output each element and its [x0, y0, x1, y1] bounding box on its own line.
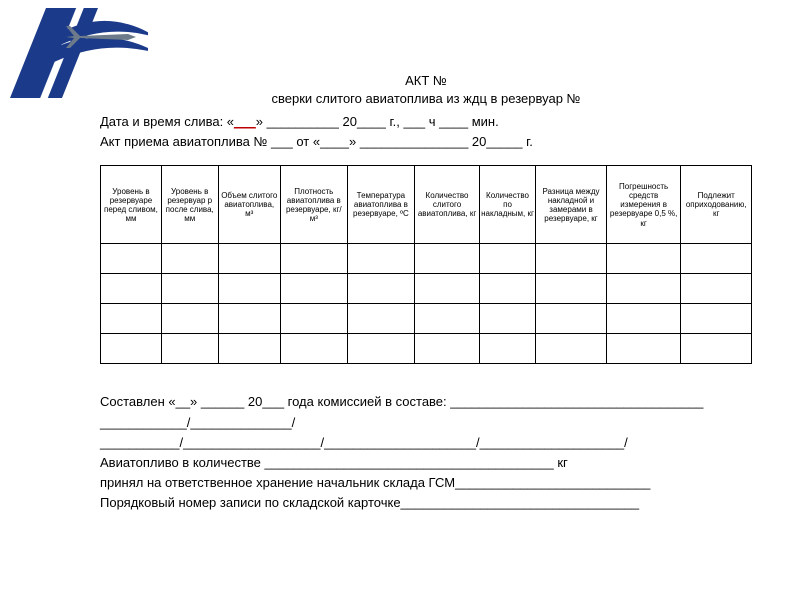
- table-cell: [347, 244, 415, 274]
- table-cell: [101, 244, 162, 274]
- act-prefix: Акт приема авиатоплива № ___ от «: [100, 134, 320, 149]
- footer-line-1: Составлен «__» ______ 20___ года комисси…: [100, 392, 752, 412]
- table-cell: [347, 334, 415, 364]
- footer-line-6: Порядковый номер записи по складской кар…: [100, 493, 752, 513]
- table-cell: [415, 244, 480, 274]
- footer-line-4: Авиатопливо в количестве _______________…: [100, 453, 752, 473]
- table-cell: [479, 304, 535, 334]
- table-cell: [280, 304, 347, 334]
- footer-block: Составлен «__» ______ 20___ года комисси…: [100, 392, 752, 513]
- title-line-1: АКТ №: [100, 72, 752, 90]
- table-cell: [606, 274, 681, 304]
- table-cell: [101, 304, 162, 334]
- title-line-2: сверки слитого авиатоплива из ждц в резе…: [100, 90, 752, 108]
- table-header-cell: Количество по накладным, кг: [479, 166, 535, 244]
- date-mid: » __________ 20: [256, 114, 357, 129]
- table-cell: [606, 244, 681, 274]
- table-cell: [101, 274, 162, 304]
- footer-line-5: принял на ответственное хранение начальн…: [100, 473, 752, 493]
- table-header-cell: Плотность авиатоплива в резервуаре, кг/м…: [280, 166, 347, 244]
- table-header-cell: Погрешность средств измерения в резервуа…: [606, 166, 681, 244]
- footer-line-3: ___________/___________________/________…: [100, 433, 752, 453]
- act-mid: ____» _______________ 20: [320, 134, 486, 149]
- act-line: Акт приема авиатоплива № ___ от «____» _…: [100, 132, 752, 152]
- footer-line-2: ____________/______________/: [100, 413, 752, 433]
- table-cell: [347, 274, 415, 304]
- table-cell: [218, 244, 280, 274]
- org-logo: [8, 8, 148, 98]
- table-cell: [479, 274, 535, 304]
- table-header-cell: Разница между накладной и замерами в рез…: [536, 166, 607, 244]
- table-cell: [218, 274, 280, 304]
- table-cell: [161, 334, 218, 364]
- table-row: [101, 274, 752, 304]
- table-header-cell: Объем слитого авиатоплива, м³: [218, 166, 280, 244]
- date-prefix: Дата и время слива: «: [100, 114, 234, 129]
- table-cell: [479, 334, 535, 364]
- table-cell: [280, 244, 347, 274]
- table-cell: [218, 304, 280, 334]
- table-cell: [161, 304, 218, 334]
- table-cell: [681, 244, 752, 274]
- table-row: [101, 304, 752, 334]
- table-cell: [415, 334, 480, 364]
- date-line: Дата и время слива: «___» __________ 20_…: [100, 112, 752, 132]
- table-header-cell: Уровень в резервуаре перед сливом, мм: [101, 166, 162, 244]
- table-cell: [101, 334, 162, 364]
- table-cell: [536, 304, 607, 334]
- table-cell: [218, 334, 280, 364]
- table-cell: [347, 304, 415, 334]
- table-header-cell: Уровень в резервуар р после слива, мм: [161, 166, 218, 244]
- table-cell: [415, 274, 480, 304]
- table-header-cell: Подлежит оприходованию, кг: [681, 166, 752, 244]
- table-row: [101, 244, 752, 274]
- table-cell: [606, 304, 681, 334]
- table-header-cell: Количество слитого авиатоплива, кг: [415, 166, 480, 244]
- act-suffix: _____ г.: [486, 134, 533, 149]
- title-block: АКТ № сверки слитого авиатоплива из ждц …: [100, 72, 752, 108]
- table-cell: [681, 274, 752, 304]
- table-cell: [536, 274, 607, 304]
- table-cell: [161, 274, 218, 304]
- fuel-table: Уровень в резервуаре перед сливом, ммУро…: [100, 165, 752, 364]
- table-header-row: Уровень в резервуаре перед сливом, ммУро…: [101, 166, 752, 244]
- meta-lines: Дата и время слива: «___» __________ 20_…: [100, 112, 752, 151]
- table-cell: [161, 244, 218, 274]
- table-cell: [479, 244, 535, 274]
- table-cell: [681, 334, 752, 364]
- table-cell: [415, 304, 480, 334]
- table-header-cell: Температура авиатоплива в резервуаре, ºС: [347, 166, 415, 244]
- table-cell: [280, 274, 347, 304]
- date-suffix: ____ г., ___ ч ____ мин.: [357, 114, 499, 129]
- table-cell: [536, 334, 607, 364]
- table-cell: [536, 244, 607, 274]
- table-cell: [606, 334, 681, 364]
- table-cell: [280, 334, 347, 364]
- table-row: [101, 334, 752, 364]
- table-cell: [681, 304, 752, 334]
